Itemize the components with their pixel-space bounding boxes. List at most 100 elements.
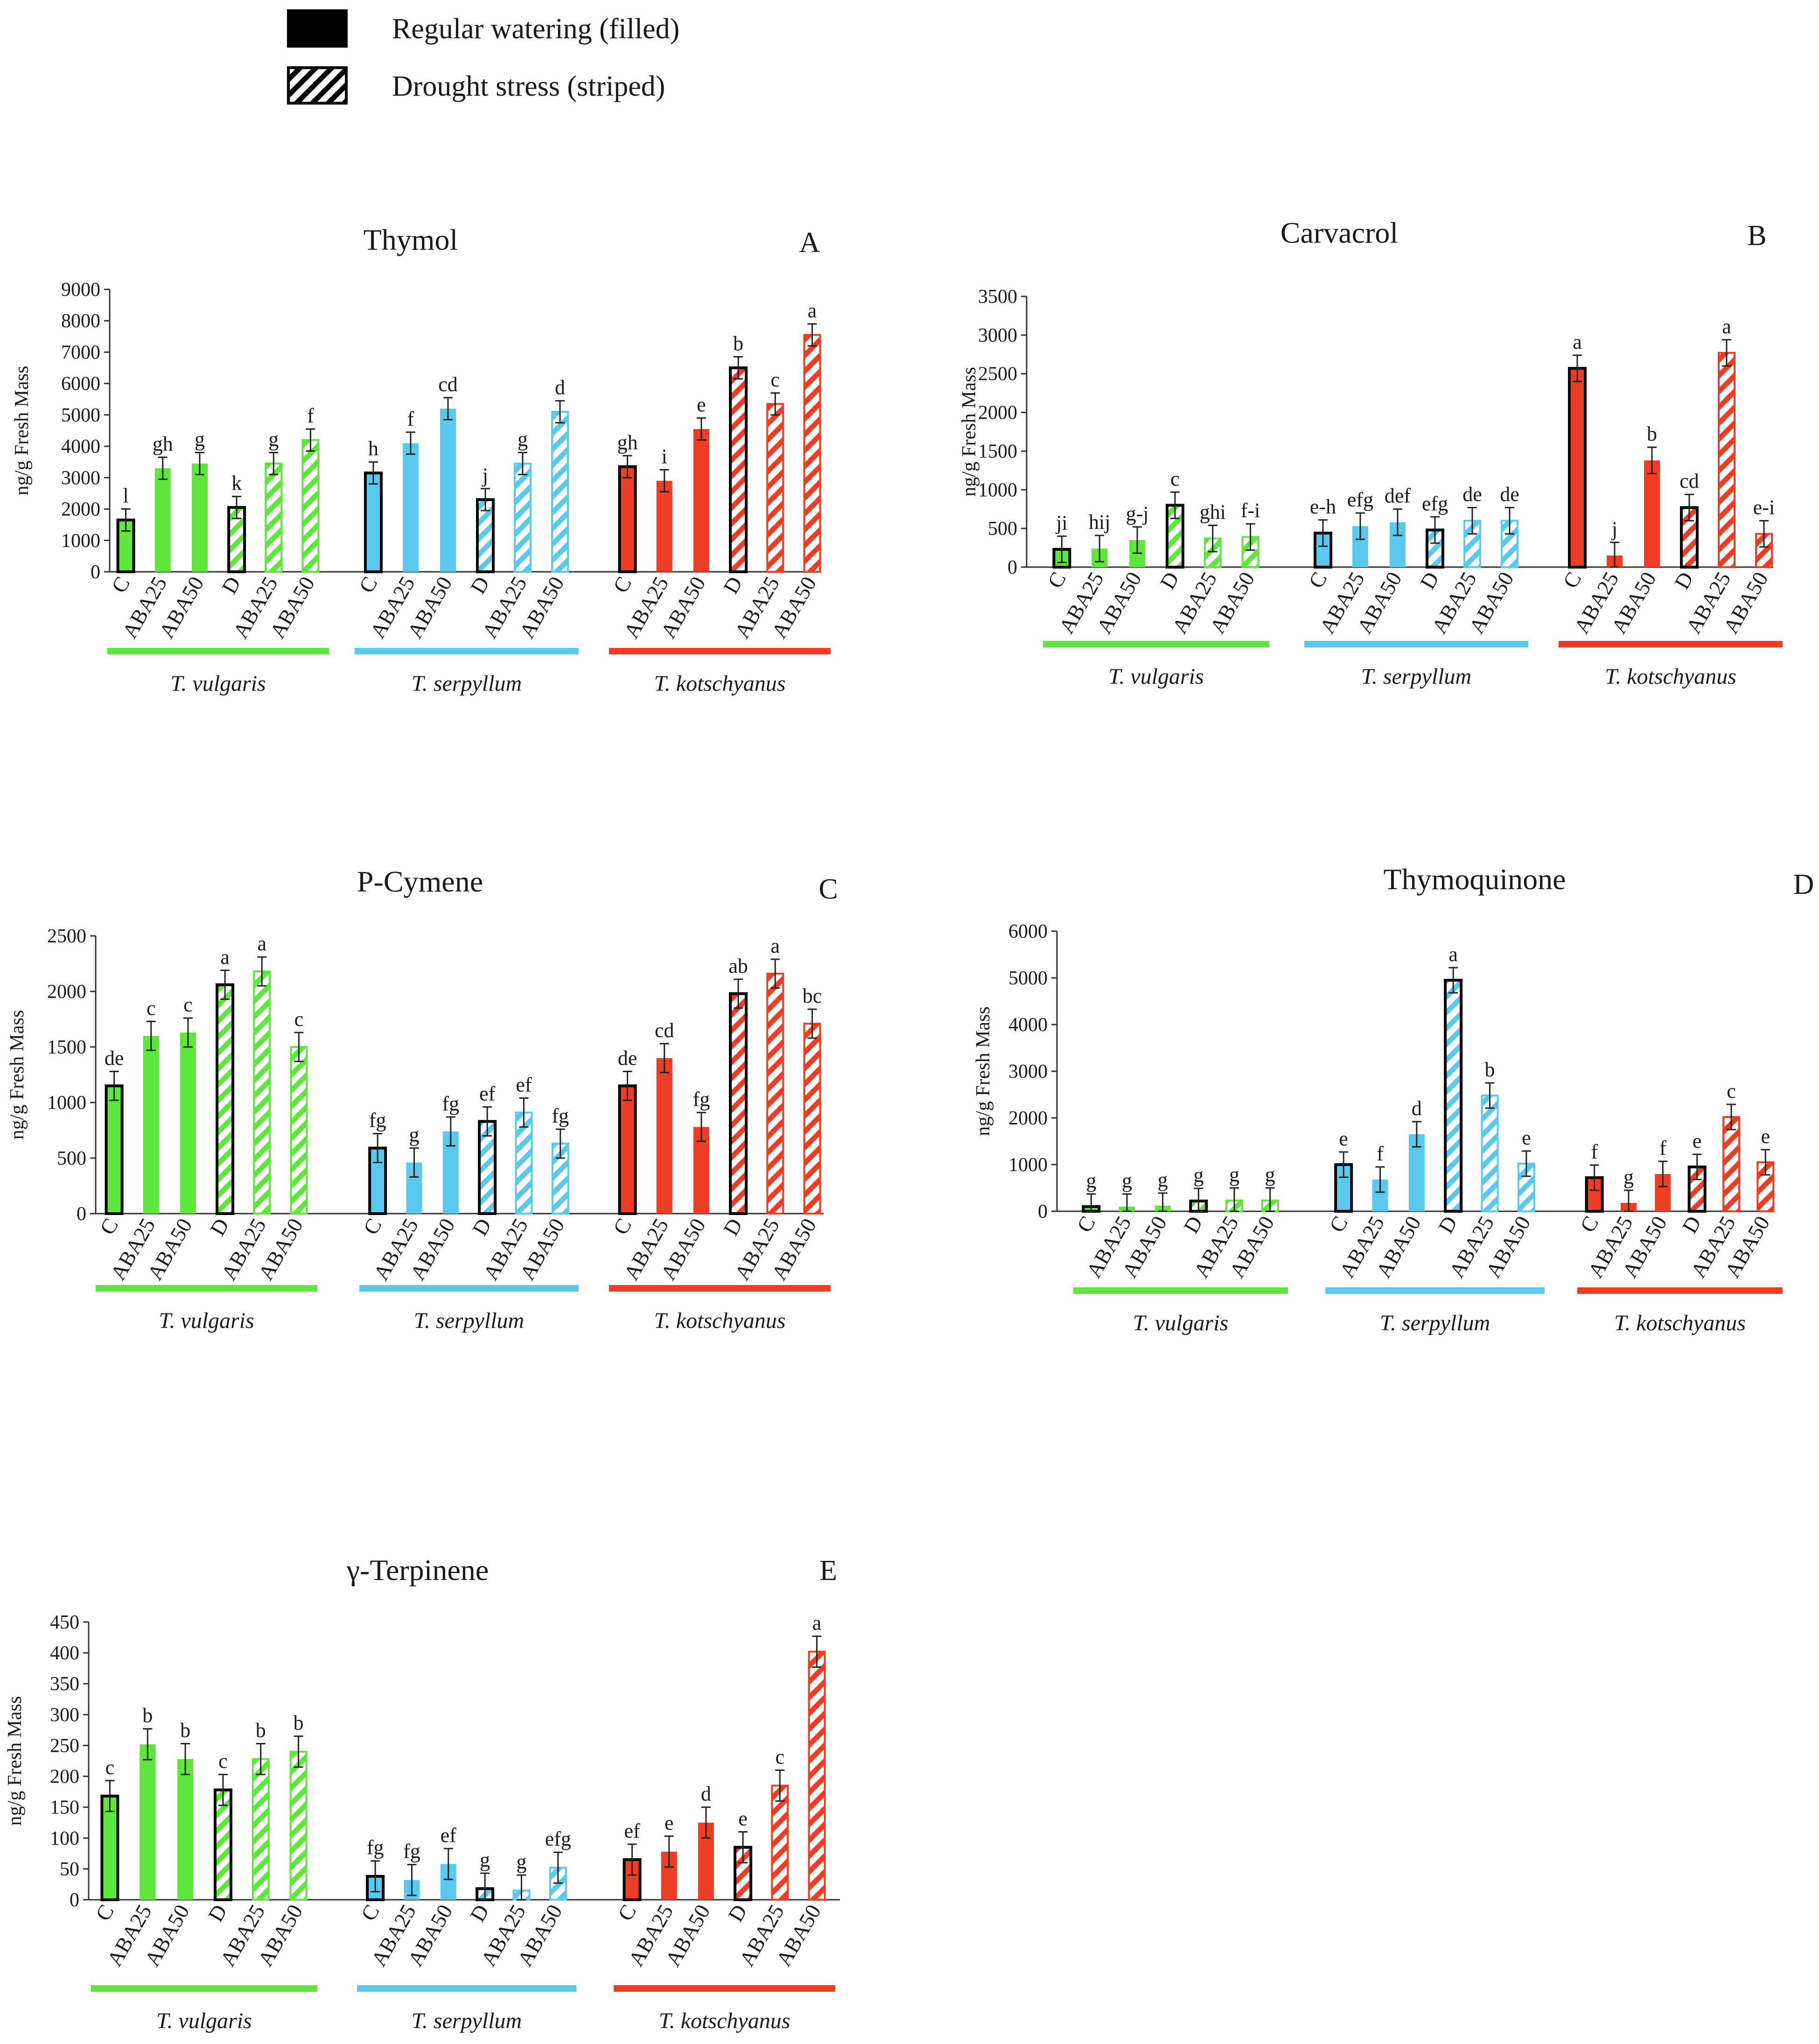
significance-letter: b bbox=[1485, 1058, 1495, 1081]
significance-letter: de bbox=[105, 1047, 124, 1069]
significance-letter: g bbox=[1193, 1164, 1203, 1187]
significance-letter: b bbox=[142, 1704, 153, 1727]
species-group-t-vulgaris: jiChijABA25g-jABA50cDghiABA25f-iABA50T. … bbox=[1043, 467, 1269, 689]
significance-letter: efg bbox=[545, 1827, 571, 1850]
significance-letter: gh bbox=[617, 431, 638, 454]
y-tick-label: 3000 bbox=[1008, 1061, 1048, 1082]
significance-letter: g bbox=[268, 428, 279, 451]
bar bbox=[656, 1058, 672, 1214]
y-tick-label: 4000 bbox=[1008, 1014, 1048, 1036]
species-label: T. kotschyanus bbox=[1614, 1311, 1746, 1335]
significance-letter: e bbox=[1522, 1126, 1531, 1149]
significance-letter: g bbox=[518, 428, 528, 451]
significance-letter: d bbox=[555, 376, 565, 399]
species-label: T. serpyllum bbox=[414, 1308, 524, 1333]
significance-letter: g-j bbox=[1126, 502, 1149, 525]
y-tick-label: 6000 bbox=[1008, 921, 1048, 942]
bar bbox=[265, 463, 283, 573]
significance-letter: b bbox=[733, 332, 743, 355]
significance-letter: c bbox=[218, 1750, 228, 1773]
bar bbox=[618, 1084, 637, 1215]
significance-letter: a bbox=[808, 299, 817, 322]
y-tick-label: 50 bbox=[60, 1859, 79, 1880]
y-tick-label: 100 bbox=[50, 1828, 79, 1849]
bar bbox=[478, 1120, 497, 1215]
y-tick-label: 2000 bbox=[61, 499, 100, 520]
significance-letter: fg bbox=[552, 1104, 569, 1127]
significance-letter: de bbox=[1462, 483, 1482, 506]
panel-c: P-Cymene Cng/g Fresh Mass 0 500 1000 1500 2000… bbox=[7, 865, 838, 1333]
species-label: T. serpyllum bbox=[412, 2009, 522, 2033]
significance-letter: cd bbox=[438, 373, 458, 396]
bar bbox=[252, 1758, 270, 1901]
significance-letter: e bbox=[1693, 1130, 1702, 1152]
significance-letter: a bbox=[1573, 330, 1582, 353]
y-tick-label: 450 bbox=[50, 1612, 79, 1633]
significance-letter: f bbox=[1591, 1140, 1598, 1163]
significance-letter: i bbox=[662, 445, 667, 468]
significance-letter: a bbox=[220, 946, 230, 969]
significance-letter: fg bbox=[369, 1109, 386, 1132]
significance-letter: efg bbox=[1422, 492, 1448, 515]
significance-letter: c bbox=[770, 368, 780, 391]
significance-letter: c bbox=[1727, 1080, 1736, 1103]
x-category-label: C bbox=[613, 1901, 641, 1925]
significance-letter: a bbox=[1722, 315, 1731, 338]
significance-letter: c bbox=[183, 993, 193, 1016]
significance-letter: e bbox=[1339, 1127, 1348, 1150]
x-category-label: D bbox=[1678, 1212, 1706, 1237]
significance-letter: c bbox=[775, 1745, 784, 1768]
y-tick-label: 6000 bbox=[61, 373, 100, 395]
x-category-label: C bbox=[1304, 568, 1332, 592]
significance-letter: g bbox=[1086, 1169, 1096, 1192]
significance-letter: de bbox=[618, 1047, 637, 1069]
y-axis-label: ng/g Fresh Mass bbox=[7, 1010, 28, 1140]
bar bbox=[1644, 460, 1660, 567]
y-tick-label: 350 bbox=[50, 1673, 79, 1695]
bar bbox=[1444, 979, 1463, 1213]
bar bbox=[1722, 1116, 1740, 1212]
significance-letter: d bbox=[1412, 1097, 1422, 1120]
y-axis-label: ng/g Fresh Mass bbox=[958, 367, 980, 497]
species-label: T. vulgaris bbox=[1108, 664, 1203, 689]
chart-title: Carvacrol bbox=[1280, 216, 1398, 249]
y-tick-label: 0 bbox=[91, 562, 100, 583]
significance-letter: g bbox=[1158, 1168, 1168, 1191]
legend-label-regular: Regular watering (filled) bbox=[392, 13, 679, 45]
y-tick-label: 1000 bbox=[978, 479, 1017, 501]
significance-letter: fg bbox=[442, 1092, 460, 1115]
significance-letter: hij bbox=[1089, 511, 1110, 534]
x-category-label: D bbox=[719, 1215, 747, 1240]
y-tick-label: 1000 bbox=[47, 1092, 86, 1114]
significance-letter: j bbox=[1611, 518, 1617, 541]
significance-letter: b bbox=[256, 1719, 266, 1742]
significance-letter: e bbox=[697, 393, 706, 416]
significance-letter: f bbox=[407, 407, 414, 430]
bar bbox=[729, 366, 748, 573]
bar bbox=[1568, 367, 1587, 569]
species-label: T. kotschyanus bbox=[1605, 664, 1736, 689]
significance-letter: g bbox=[409, 1124, 420, 1146]
species-label: T. kotschyanus bbox=[659, 2009, 791, 2033]
significance-letter: cd bbox=[655, 1019, 674, 1042]
significance-letter: h bbox=[368, 437, 378, 460]
significance-letter: cd bbox=[1679, 470, 1699, 492]
bar bbox=[551, 411, 569, 573]
significance-letter: g bbox=[517, 1850, 527, 1873]
significance-letter: ab bbox=[728, 955, 748, 977]
y-tick-label: 150 bbox=[50, 1797, 79, 1819]
significance-letter: c bbox=[147, 997, 156, 1019]
y-tick-label: 250 bbox=[50, 1735, 79, 1756]
bar bbox=[301, 439, 320, 573]
panel-letter: B bbox=[1747, 220, 1766, 252]
significance-letter: c bbox=[1170, 467, 1180, 490]
bar bbox=[1463, 520, 1481, 568]
species-label: T. serpyllum bbox=[1361, 664, 1471, 689]
x-category-label: D bbox=[203, 1901, 232, 1926]
